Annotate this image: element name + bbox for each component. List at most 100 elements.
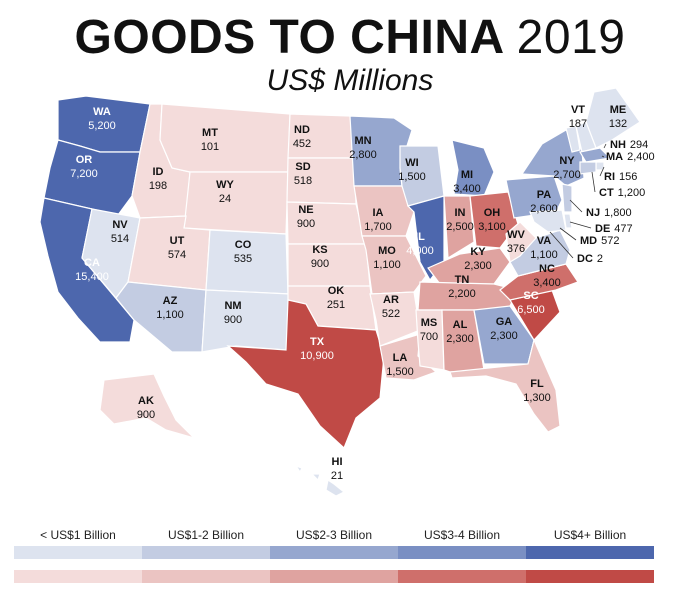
leader-line-md [559,227,577,241]
state-code-il: IL [415,231,425,243]
map-title: GOODS TO CHINA 2019 [0,10,700,66]
state-wy [183,171,289,235]
state-ms [415,309,445,371]
state-value-ca: 15,400 [75,271,109,283]
state-mt [159,103,291,173]
legend-swatch-red-2 [270,570,398,583]
state-value-mo: 1,100 [373,259,401,271]
state-code-ar: AR [383,294,399,306]
state-value-co: 535 [234,253,252,265]
us-choropleth-map: WA 5,200 OR 7,200 CA 15,400 NV 514 ID 198 MT 101 WY 2… [39,87,655,497]
state-value: 1,800 [604,207,632,219]
legend-swatch-red-1 [142,570,270,583]
state-value-va: 1,100 [530,249,558,261]
state-code-ga: GA [496,316,513,328]
state-wv [505,221,537,263]
state-value-ky: 2,300 [464,260,492,272]
state-code-nm: NM [224,300,241,312]
state-value-fl: 1,300 [523,392,551,404]
state-value-mi: 3,400 [453,183,481,195]
state-code: NJ [586,207,600,219]
state-code-tx: TX [310,336,325,348]
state-code-ne: NE [298,204,313,216]
state-code-ks: KS [312,244,327,256]
state-code: MD [580,235,597,247]
state-label-ct: CT 1,200 [599,187,645,199]
state-code-fl: FL [530,378,544,390]
state-md [529,209,567,233]
state-code-nc: NC [539,263,555,275]
state-shapes [39,87,641,497]
state-code-mi: MI [461,169,473,181]
state-vt [565,125,581,153]
leader-line-ri [599,166,605,177]
state-label-md: MD 572 [580,235,619,247]
state-code-az: AZ [163,295,178,307]
state-code-sc: SC [523,290,538,302]
legend-swatch-blue-2 [270,546,398,559]
legend-swatch-blue-3 [398,546,526,559]
legend-swatch-blue-4 [526,546,654,559]
state-code-ms: MS [421,317,438,329]
state-code: CT [599,187,614,199]
state-value-mn: 2,800 [349,149,377,161]
state-code-al: AL [453,319,468,331]
legend-swatch-red-3 [398,570,526,583]
state-code: DC [577,253,593,265]
state-value: 294 [630,139,648,151]
state-label-ri: RI 156 [604,171,637,183]
state-ma [579,147,612,163]
state-value: 572 [601,235,619,247]
state-ar [369,291,421,347]
state-value-nd: 452 [293,138,311,150]
state-nj [561,183,573,213]
state-label-nj: NJ 1,800 [586,207,632,219]
state-code-wa: WA [93,106,111,118]
state-code-la: LA [393,352,408,364]
legend-label: US$3-4 Billion [423,528,501,542]
state-code: NH [610,139,626,151]
state-code-hi: HI [332,456,343,468]
state-code: MA [606,151,623,163]
state-code-nd: ND [294,124,310,136]
legend-swatch-blue-0 [14,546,142,559]
leader-line-ct [591,171,596,193]
state-ak [99,373,197,440]
state-value-nv: 514 [111,233,129,245]
state-label-de: DE 477 [595,223,633,235]
state-code-va: VA [537,235,552,247]
state-value-sc: 6,500 [517,304,545,316]
legend-label: US$2-3 Billion [295,528,373,542]
state-value-ak: 900 [137,409,155,421]
state-code-sd: SD [295,161,310,173]
state-value: 1,200 [618,187,646,199]
state-code: DE [595,223,610,235]
state-value-ok: 251 [327,299,345,311]
state-code-ak: AK [138,395,154,407]
state-nd [287,113,355,159]
state-nh [575,121,597,153]
legend-swatch-blue-1 [142,546,270,559]
leader-line-de [569,221,592,229]
state-code-wy: WY [216,179,234,191]
state-code-ny: NY [559,155,575,167]
state-value: 2,400 [627,151,655,163]
state-value-id: 198 [149,180,167,192]
state-label-ma: MA 2,400 [606,151,655,163]
state-hi [294,464,346,497]
leader-line-dc [549,231,574,259]
state-value-oh: 3,100 [478,221,506,233]
state-code-ut: UT [170,235,185,247]
state-code-co: CO [235,239,252,251]
state-value-ks: 900 [311,258,329,270]
state-code-id: ID [153,166,164,178]
state-value-or: 7,200 [70,168,98,180]
state-value-ny: 2,700 [553,169,581,181]
state-value-ut: 574 [168,249,186,261]
state-value-ne: 900 [297,218,315,230]
legend-swatch-red-4 [526,570,654,583]
state-code-ok: OK [328,285,345,297]
state-value-az: 1,100 [156,309,184,321]
state-de [563,213,573,229]
legend-label: US$1-2 Billion [167,528,245,542]
